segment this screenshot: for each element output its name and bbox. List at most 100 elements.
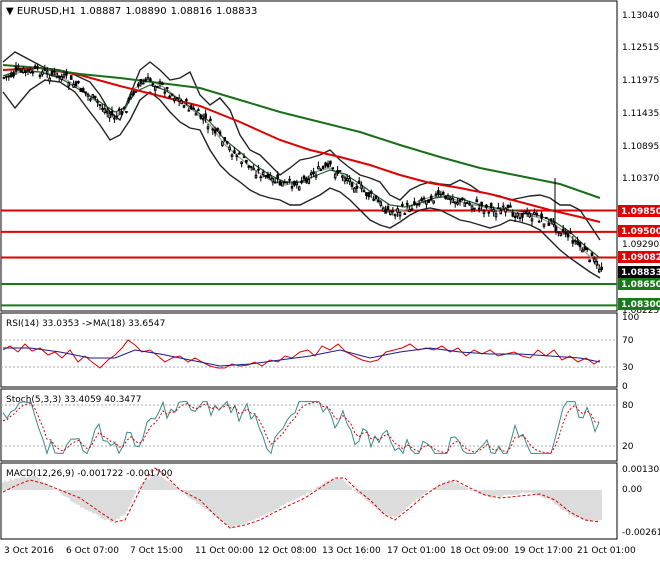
candle-body: [331, 167, 335, 170]
candle-body: [413, 201, 416, 205]
candle-body: [103, 108, 107, 113]
candle-body: [473, 207, 476, 210]
macd-panel[interactable]: [0, 462, 618, 540]
candle-body: [120, 111, 123, 115]
rsi-axis-tick: 0: [622, 382, 628, 392]
candle-body: [74, 81, 78, 87]
candle-body: [110, 110, 114, 116]
candle-body: [84, 91, 87, 94]
candle-body: [314, 174, 318, 178]
candle-body: [329, 160, 332, 165]
candle-body: [201, 117, 205, 121]
candle-body: [2, 77, 6, 79]
candle-body: [101, 108, 104, 110]
candle-body: [369, 191, 373, 194]
candle-body: [240, 161, 243, 165]
candle-body: [65, 71, 68, 76]
candle-body: [48, 77, 51, 82]
candle-body: [446, 194, 450, 200]
candle-body: [317, 166, 320, 170]
time-tick: 21 Oct 01:00: [577, 546, 636, 556]
candle-body: [569, 231, 572, 234]
stoch-axis-tick: 20: [622, 442, 634, 452]
candle-body: [362, 190, 366, 193]
candle-body: [163, 91, 167, 94]
candle-body: [33, 65, 37, 69]
time-tick: 11 Oct 00:00: [195, 546, 254, 556]
level-tag-1: [618, 205, 660, 217]
macd-label: MACD(12,26,9) -0.001722 -0.001700: [6, 469, 173, 479]
candle-body: [487, 211, 491, 214]
candle-body: [336, 170, 339, 174]
candle-body: [26, 68, 30, 72]
candle-body: [468, 203, 471, 206]
candle-body: [108, 113, 111, 119]
price-tick: 1.10895: [622, 142, 659, 152]
candle-body: [273, 181, 277, 184]
candle-body: [523, 210, 527, 214]
candle-body: [566, 233, 570, 238]
candle-body: [482, 210, 486, 214]
candle-body: [41, 71, 44, 76]
candle-body: [144, 78, 147, 82]
candle-body: [72, 84, 75, 88]
candle-body: [77, 81, 80, 84]
candle-body: [125, 111, 128, 113]
candle-body: [415, 203, 419, 206]
macd-signal-line: [2, 467, 601, 529]
candle-body: [278, 180, 282, 186]
candle-body: [285, 181, 289, 184]
time-tick: 12 Oct 08:00: [258, 546, 317, 556]
candle-body: [209, 118, 212, 122]
candle-body: [475, 199, 479, 203]
candle-body: [437, 190, 440, 195]
macd-axis-tick: -0.002614: [622, 528, 660, 538]
candle-body: [528, 213, 531, 218]
candle-body: [533, 211, 536, 215]
candle-body: [235, 155, 239, 158]
candle-body: [153, 86, 157, 91]
candle-body: [309, 172, 313, 176]
level-tag-4-text: 1.08650: [621, 280, 660, 290]
candle-body: [55, 72, 59, 78]
time-tick: 17 Oct 01:00: [387, 546, 446, 556]
candle-body: [444, 195, 447, 200]
level-tag-3: [618, 251, 660, 263]
candle-body: [24, 70, 27, 73]
candle-body: [233, 150, 236, 154]
candle-body: [122, 107, 126, 110]
candle-body: [319, 169, 323, 171]
rsi-axis-tick: 30: [622, 363, 634, 373]
candle-body: [451, 198, 455, 204]
candle-body: [374, 195, 378, 200]
price-panel[interactable]: [0, 0, 618, 312]
candle-body: [242, 156, 246, 159]
candle-body: [45, 70, 49, 74]
rsi-axis-tick: 100: [622, 313, 639, 323]
time-tick: 13 Oct 16:00: [322, 546, 381, 556]
candle-body: [93, 95, 97, 99]
macd-axis-tick: 0.001301: [622, 465, 660, 475]
candle-body: [254, 174, 258, 179]
header-symbol-arrow: ▼: [6, 6, 17, 17]
candle-body: [194, 113, 198, 116]
candle-body: [492, 208, 495, 213]
candle-body: [266, 173, 270, 178]
candle-body: [158, 81, 162, 84]
candle-body: [420, 198, 423, 202]
rsi-panel[interactable]: [0, 312, 618, 388]
ma-200-green: [2, 64, 601, 199]
candle-body: [549, 218, 553, 222]
candle-body: [381, 207, 385, 212]
candle-body: [151, 83, 155, 86]
candle-body: [372, 198, 375, 201]
candle-body: [31, 71, 35, 74]
candle-body: [86, 93, 90, 97]
candle-body: [506, 204, 510, 208]
candle-body: [341, 175, 344, 178]
candle-body: [137, 83, 140, 87]
stoch-panel[interactable]: [0, 388, 618, 462]
candle-body: [485, 204, 488, 208]
candle-body: [29, 68, 32, 73]
